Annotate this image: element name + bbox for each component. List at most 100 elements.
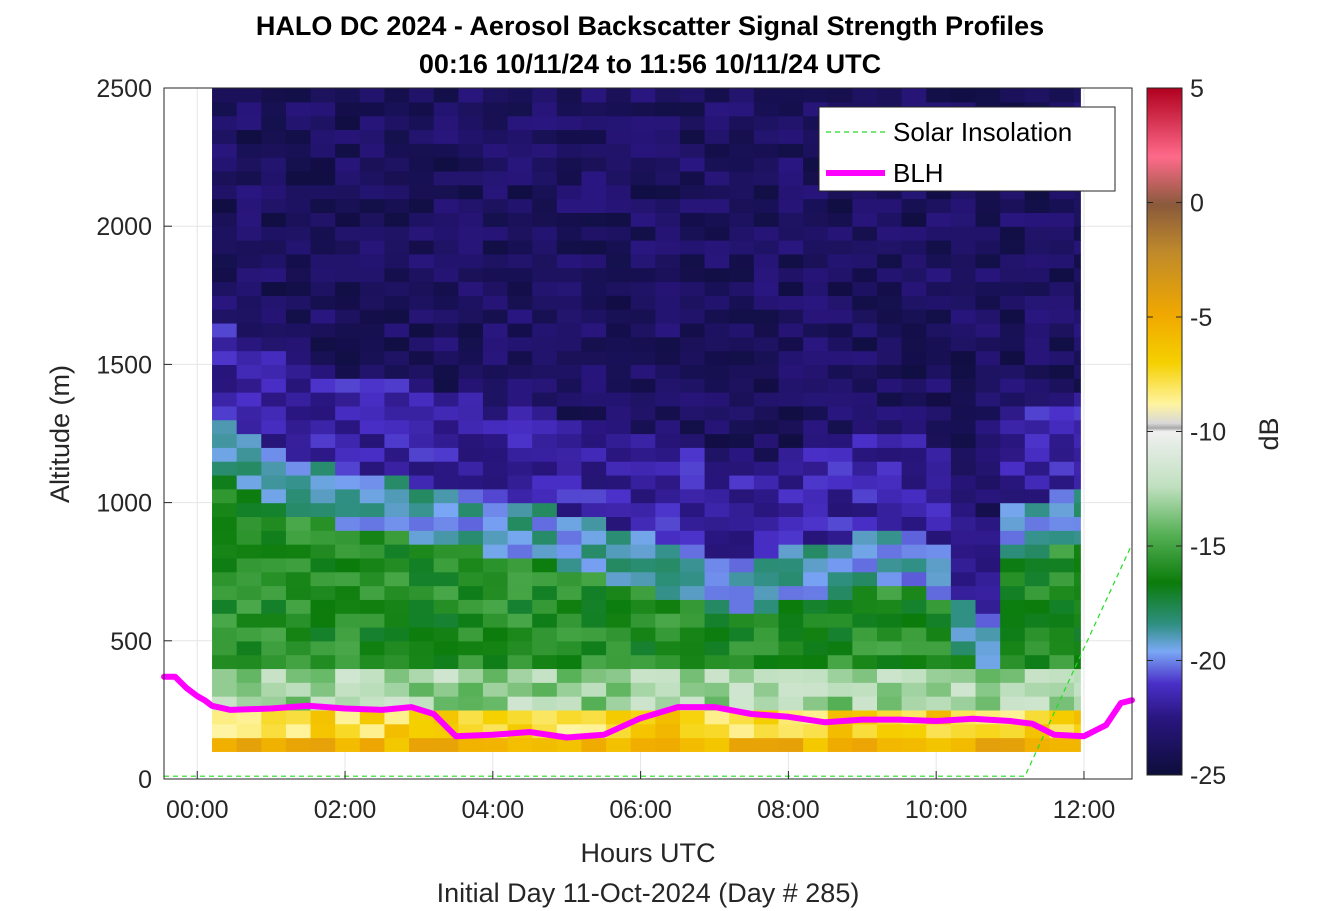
heatmap-cell xyxy=(236,419,262,435)
heatmap-cell xyxy=(556,530,583,545)
x-axis-label: Hours UTC xyxy=(580,838,715,868)
heatmap-cell xyxy=(827,571,853,587)
heatmap-cell xyxy=(261,267,287,283)
heatmap-cell xyxy=(433,295,459,310)
heatmap-cell xyxy=(852,461,878,476)
heatmap-cell xyxy=(359,212,386,227)
heatmap-cell xyxy=(679,585,706,600)
heatmap-cell xyxy=(433,281,459,296)
blh-line xyxy=(161,673,1135,741)
heatmap-cell xyxy=(1049,405,1075,421)
heatmap-cell xyxy=(926,405,952,421)
heatmap-cell xyxy=(753,696,780,711)
heatmap-cell xyxy=(359,405,386,421)
heatmap-cell xyxy=(606,654,632,670)
heatmap-cell xyxy=(532,101,558,117)
heatmap-cell xyxy=(778,461,804,476)
heatmap-cell xyxy=(1049,295,1075,310)
heatmap-cell xyxy=(1024,447,1050,462)
heatmap-cell xyxy=(950,267,977,283)
heatmap-cell xyxy=(950,571,977,587)
heatmap-cell xyxy=(852,668,878,683)
heatmap-cell xyxy=(384,184,410,200)
heatmap-cell xyxy=(950,240,977,255)
heatmap-cell xyxy=(433,101,459,117)
heatmap-cell xyxy=(581,170,607,186)
heatmap-cell xyxy=(1074,309,1081,324)
heatmap-cell xyxy=(310,129,336,144)
heatmap-cell xyxy=(729,599,755,614)
heatmap-cell xyxy=(679,433,706,448)
heatmap-cell xyxy=(630,461,656,476)
heatmap-cell xyxy=(827,350,853,365)
heatmap-cell xyxy=(261,474,287,490)
heatmap-cell xyxy=(507,198,533,213)
heatmap-cell xyxy=(458,226,484,241)
heatmap-cell xyxy=(261,737,287,752)
heatmap-cell xyxy=(384,115,410,131)
heatmap-cell xyxy=(1049,336,1075,352)
heatmap-cell xyxy=(384,336,410,352)
heatmap-cell xyxy=(556,419,583,435)
heatmap-cell xyxy=(507,350,533,365)
heatmap-cell xyxy=(704,336,730,352)
heatmap-cell xyxy=(1074,737,1081,752)
heatmap-cell xyxy=(1049,240,1075,255)
heatmap-cell xyxy=(606,392,632,407)
heatmap-cell xyxy=(359,502,386,518)
heatmap-cell xyxy=(877,654,903,670)
heatmap-cell xyxy=(433,433,459,448)
heatmap-cell xyxy=(606,516,632,531)
heatmap-cell xyxy=(679,101,706,117)
heatmap-cell xyxy=(310,115,336,131)
heatmap-cell xyxy=(556,599,583,614)
heatmap-cell xyxy=(679,737,706,752)
heatmap-cell xyxy=(212,585,238,600)
heatmap-cell xyxy=(458,709,484,725)
heatmap-cell xyxy=(236,88,262,103)
heatmap-cell xyxy=(679,295,706,310)
heatmap-cell xyxy=(679,419,706,435)
heatmap-cell xyxy=(778,309,804,324)
heatmap-cell xyxy=(409,502,435,518)
heatmap-cell xyxy=(753,613,780,628)
heatmap-cell xyxy=(1000,654,1026,670)
heatmap-cell xyxy=(950,502,977,518)
heatmap-cell xyxy=(778,157,804,172)
heatmap-cell xyxy=(926,668,952,683)
heatmap-cell xyxy=(581,654,607,670)
heatmap-cell xyxy=(1024,322,1050,338)
heatmap-cell xyxy=(926,585,952,600)
heatmap-cell xyxy=(532,336,558,352)
heatmap-cell xyxy=(827,419,853,435)
heatmap-cell xyxy=(630,295,656,310)
heatmap-cell xyxy=(236,198,262,213)
colorbar-tick-label: 0 xyxy=(1190,190,1204,218)
heatmap-cell xyxy=(778,170,804,186)
heatmap-cell xyxy=(803,585,829,600)
heatmap-cell xyxy=(482,378,509,393)
heatmap-cell xyxy=(679,143,706,158)
heatmap-cell xyxy=(950,696,977,711)
heatmap-cell xyxy=(1000,557,1026,573)
heatmap-cell xyxy=(901,447,927,462)
heatmap-cell xyxy=(359,461,386,476)
heatmap-cell xyxy=(926,322,952,338)
heatmap-cell xyxy=(433,336,459,352)
heatmap-cell xyxy=(285,253,312,269)
heatmap-cell xyxy=(655,488,681,504)
heatmap-cell xyxy=(1024,474,1050,490)
heatmap-cell xyxy=(236,281,262,296)
heatmap-cell xyxy=(1000,544,1026,559)
heatmap-cell xyxy=(679,613,706,628)
heatmap-cell xyxy=(827,240,853,255)
heatmap-cell xyxy=(630,143,656,158)
heatmap-cell xyxy=(384,170,410,186)
heatmap-cell xyxy=(950,295,977,310)
heatmap-cell xyxy=(950,640,977,656)
heatmap-cell xyxy=(926,433,952,448)
heatmap-cell xyxy=(1000,240,1026,255)
heatmap-cell xyxy=(778,198,804,213)
heatmap-cell xyxy=(852,433,878,448)
heatmap-cell xyxy=(975,682,1001,697)
